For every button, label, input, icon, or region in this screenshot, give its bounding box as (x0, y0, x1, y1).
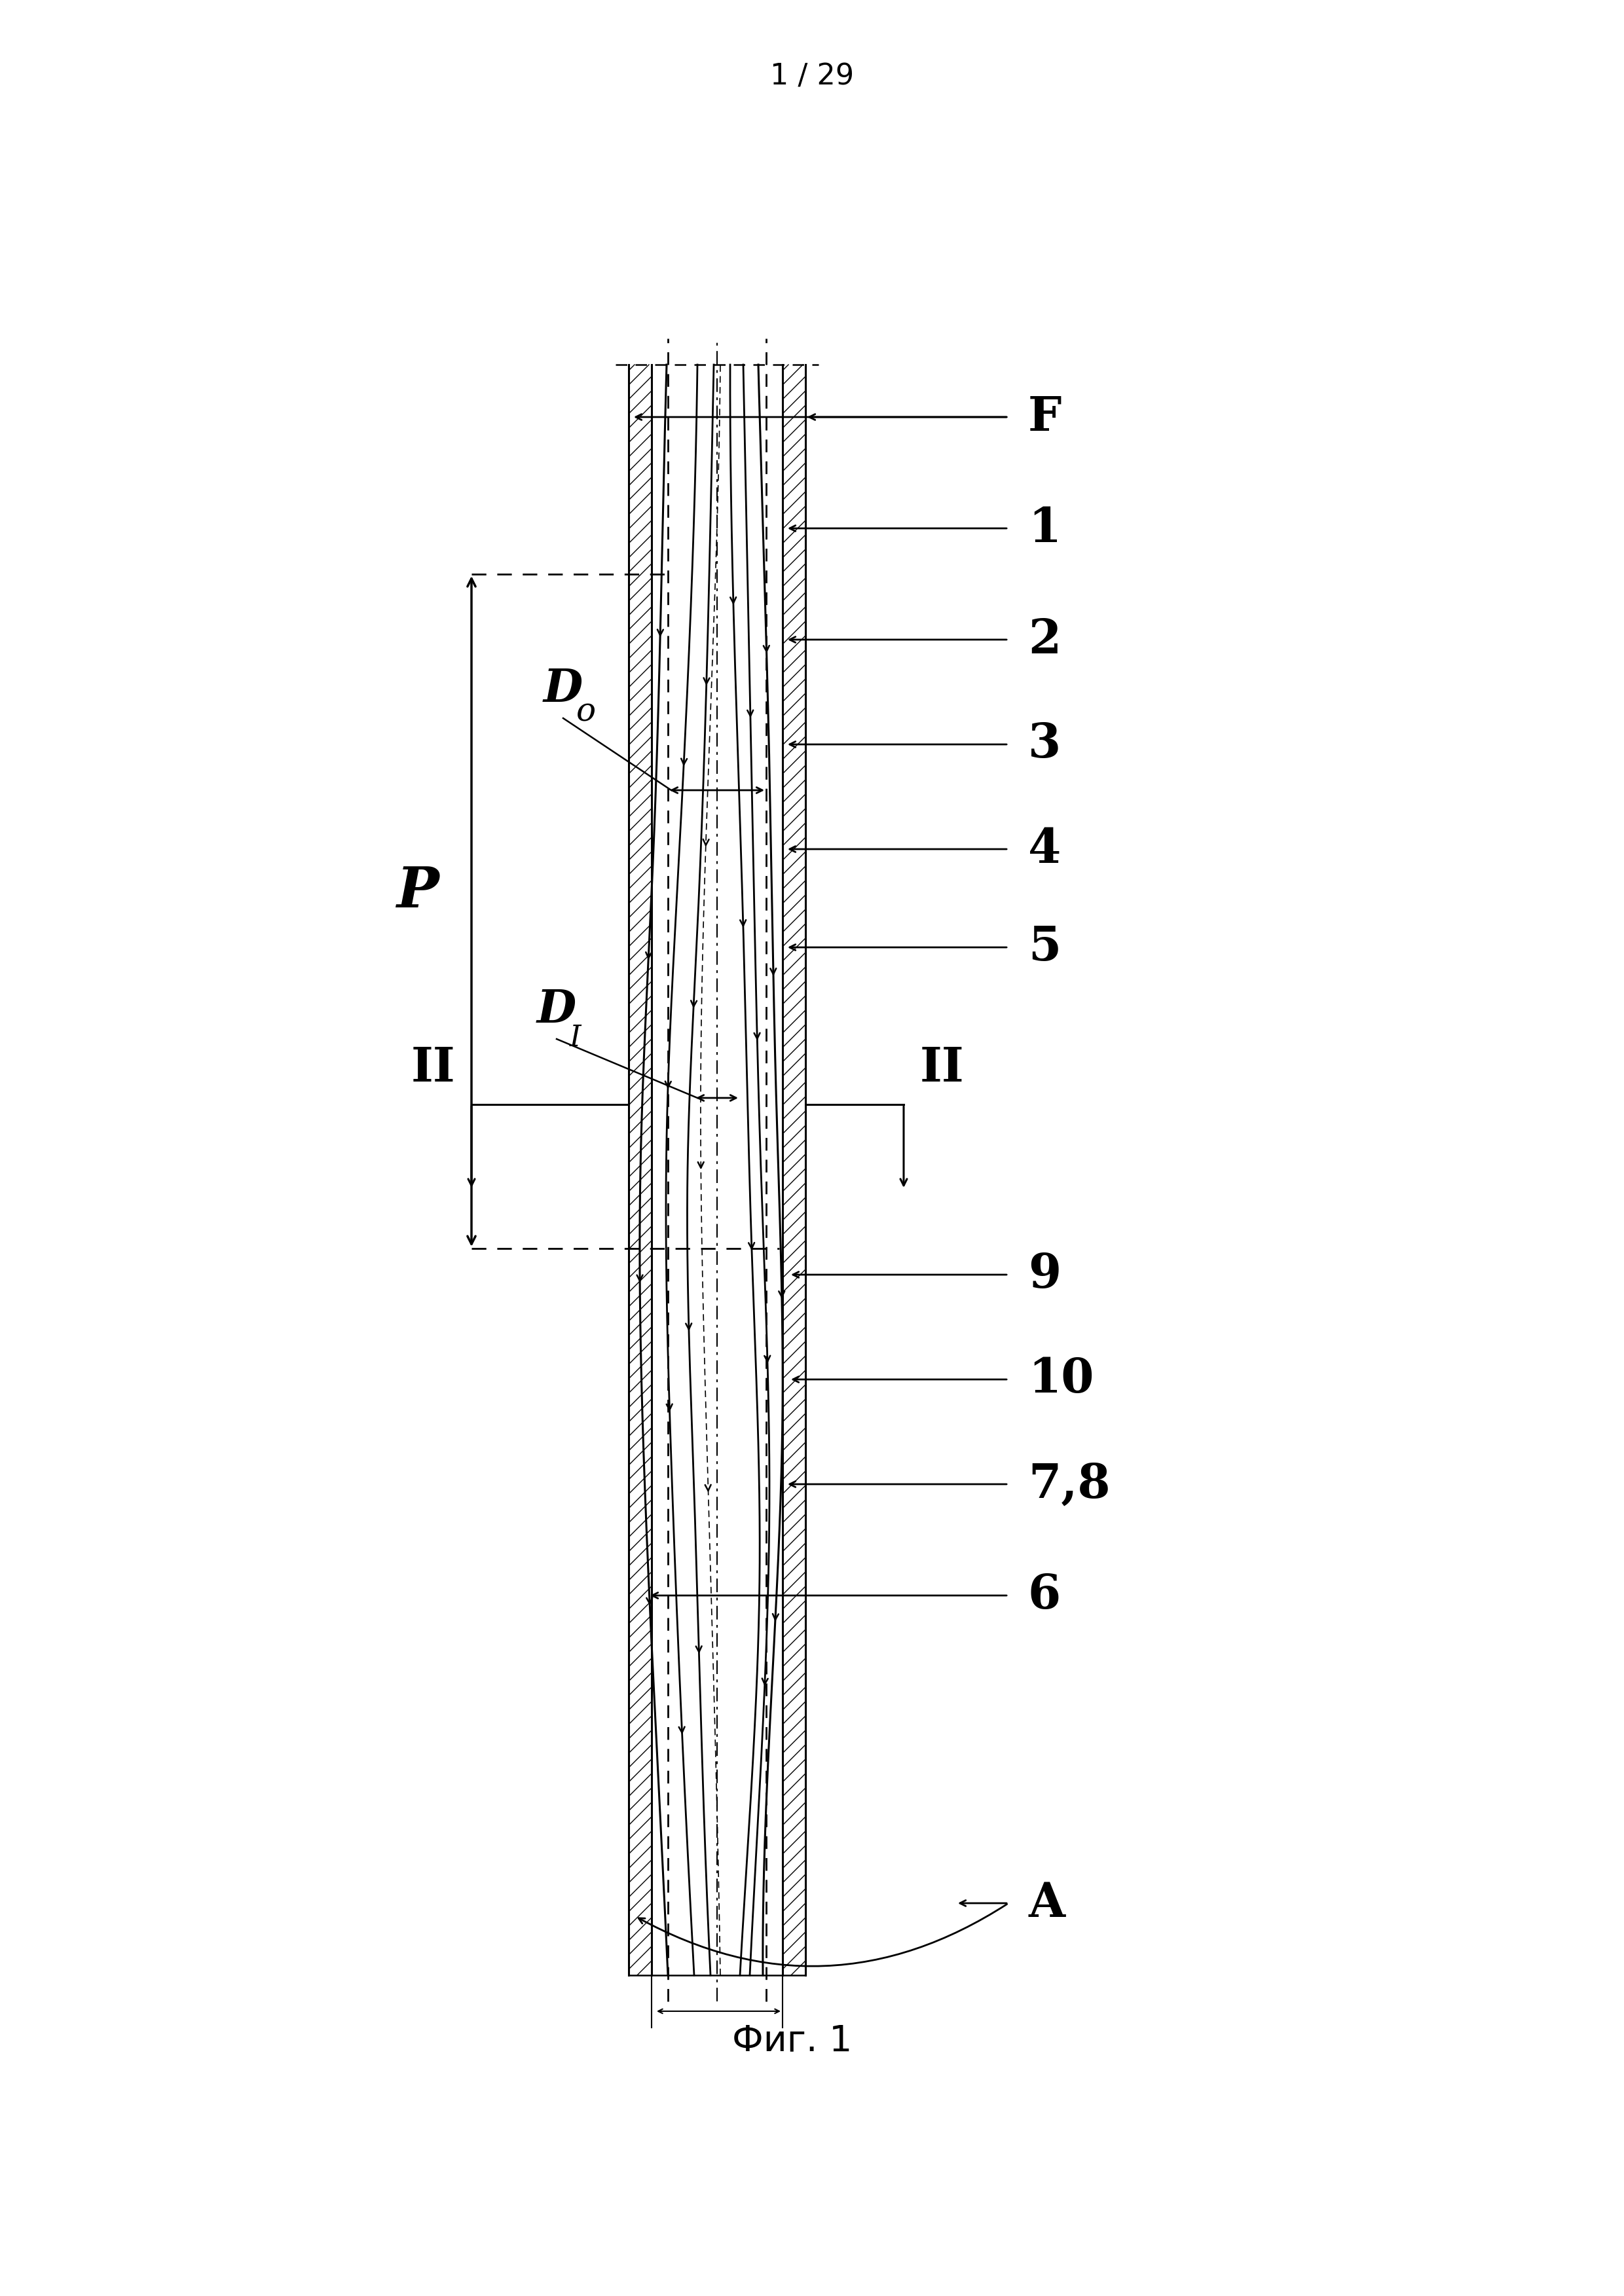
Text: P: P (396, 863, 438, 918)
Text: II: II (411, 1045, 455, 1091)
Text: D: D (544, 668, 583, 712)
Text: 9: 9 (1028, 1251, 1060, 1297)
Text: 3: 3 (1028, 721, 1060, 767)
Text: 6: 6 (1028, 1573, 1060, 1619)
Text: D: D (538, 987, 577, 1033)
Text: I: I (570, 1024, 581, 1052)
Text: 10: 10 (1028, 1357, 1095, 1403)
Text: II: II (921, 1045, 965, 1091)
Text: A: A (1028, 1880, 1065, 1926)
Text: 7,8: 7,8 (1028, 1460, 1111, 1508)
Text: Фиг. 1: Фиг. 1 (732, 2023, 853, 2057)
Text: o: o (577, 696, 596, 728)
Text: 2: 2 (1028, 615, 1060, 664)
Text: 4: 4 (1028, 827, 1060, 872)
Text: 1: 1 (1028, 505, 1060, 551)
Text: 5: 5 (1028, 923, 1060, 971)
Text: 1 / 29: 1 / 29 (770, 62, 854, 90)
Text: F: F (1028, 395, 1062, 441)
